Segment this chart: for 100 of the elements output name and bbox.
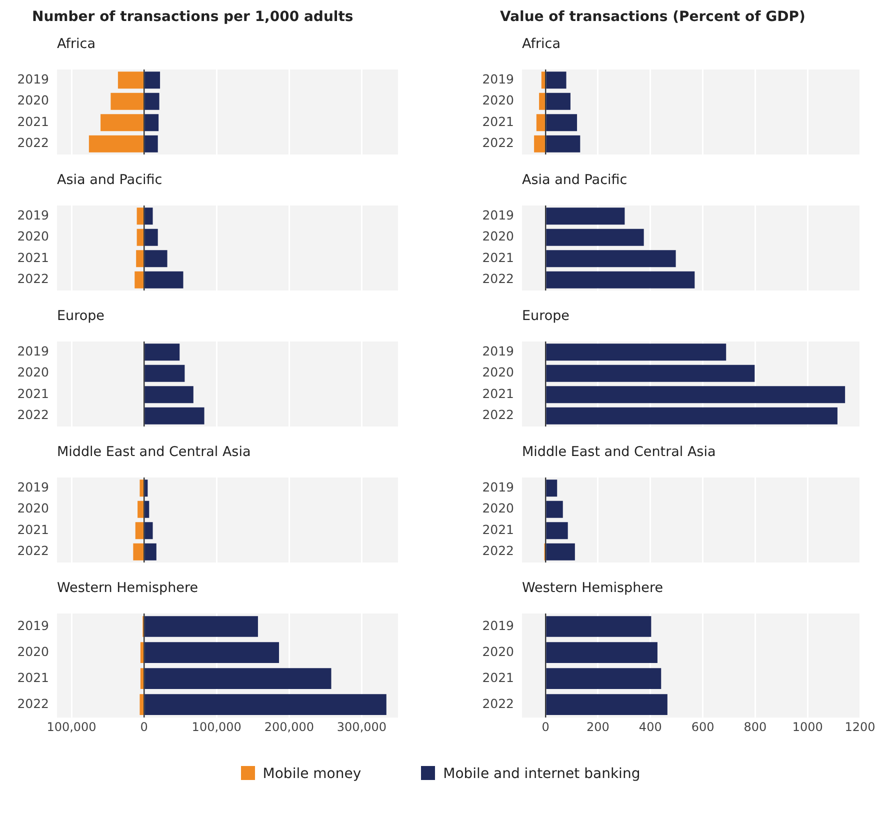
bar [144, 407, 204, 424]
y-tick-label: 2020 [17, 92, 50, 108]
bar [144, 344, 180, 361]
bar [546, 135, 580, 152]
y-tick-label: 2021 [482, 114, 514, 129]
bar [144, 500, 150, 518]
bar [546, 92, 570, 110]
bar [144, 543, 156, 560]
y-tick-label: 2021 [482, 250, 514, 265]
bar [546, 271, 695, 288]
bar [546, 522, 568, 540]
bar [144, 386, 194, 404]
bar [138, 500, 144, 518]
bar [546, 642, 658, 663]
y-tick-label: 2019 [482, 207, 514, 222]
x-tick-label: 200,000 [264, 720, 314, 734]
y-tick-label: 2020 [17, 364, 50, 380]
bar [144, 668, 332, 689]
y-tick-label: 2021 [17, 250, 49, 265]
bar [144, 616, 258, 637]
bar [546, 364, 755, 382]
x-tick-label: 1200 [844, 720, 876, 734]
chart-title: Middle East and Central Asia [56, 443, 252, 462]
y-tick-label: 2022 [482, 407, 514, 422]
chart-subtitle: Africa [521, 35, 562, 54]
y-tick-label: 2022 [482, 543, 514, 558]
bar [144, 271, 184, 288]
x-tick-label: 0 [140, 720, 148, 734]
bar [136, 228, 144, 246]
y-tick-label: 2020 [17, 500, 50, 516]
bar [536, 114, 545, 132]
bar [135, 522, 144, 540]
y-tick-label: 2020 [482, 228, 514, 244]
y-tick-label: 2019 [17, 618, 50, 633]
chart-title: Asia and Pacific [521, 171, 628, 190]
bar [546, 668, 662, 689]
bar [546, 344, 726, 361]
bar [546, 72, 566, 89]
bar [144, 72, 160, 89]
bar [144, 364, 185, 382]
y-tick-label: 2022 [17, 407, 49, 422]
x-tick-label: 300,000 [336, 720, 387, 734]
bar [140, 642, 144, 663]
bar [144, 642, 280, 663]
y-tick-label: 2022 [17, 271, 49, 286]
bar [140, 694, 144, 715]
bar [546, 208, 625, 225]
y-tick-label: 2020 [482, 500, 514, 516]
bar [546, 407, 838, 424]
bar [100, 114, 144, 132]
legend-label: Mobile and internet banking [442, 766, 640, 782]
bar [144, 114, 159, 132]
x-tick-label: 200 [586, 720, 610, 734]
bar [136, 208, 144, 225]
bar [144, 208, 153, 225]
bar [140, 480, 144, 497]
y-tick-label: 2020 [17, 644, 50, 659]
bar [144, 135, 158, 152]
bar [546, 386, 846, 404]
y-tick-label: 2020 [482, 92, 514, 108]
y-tick-label: 2020 [17, 228, 50, 244]
bar [546, 114, 578, 132]
chart-title: Western Hemisphere [56, 579, 200, 598]
bar [134, 271, 144, 288]
y-tick-label: 2021 [17, 114, 49, 129]
chart-title: Asia and Pacific [56, 171, 164, 190]
y-tick-label: 2019 [482, 618, 514, 633]
chart-title: Western Hemisphere [521, 579, 664, 598]
y-tick-label: 2022 [482, 135, 514, 150]
y-tick-label: 2021 [17, 670, 49, 685]
bar [546, 480, 558, 497]
bar [144, 250, 168, 268]
chart-title: Number of transactions per 1,000 adults [31, 8, 354, 27]
bar [133, 543, 144, 560]
y-tick-label: 2019 [482, 71, 514, 86]
x-tick-label: 1000 [792, 720, 823, 734]
x-tick-label: 400 [638, 720, 662, 734]
bar [110, 92, 144, 110]
bar [140, 668, 144, 689]
x-tick-label: 100,000 [46, 720, 96, 734]
x-tick-label: 0 [542, 720, 550, 734]
bar [144, 694, 386, 715]
chart-title: Europe [521, 307, 570, 326]
bar [546, 250, 676, 268]
x-tick-label: 600 [691, 720, 714, 734]
bar [144, 92, 160, 110]
y-tick-label: 2022 [17, 696, 49, 711]
bar [546, 694, 668, 715]
y-tick-label: 2019 [17, 479, 50, 494]
y-tick-label: 2022 [482, 696, 514, 711]
y-tick-label: 2020 [482, 364, 514, 380]
y-tick-label: 2022 [17, 543, 49, 558]
chart-title: Europe [56, 307, 106, 326]
bar [541, 72, 545, 89]
y-tick-label: 2020 [482, 644, 514, 659]
bar [118, 72, 144, 89]
x-tick-label: 800 [744, 720, 767, 734]
y-tick-label: 2021 [482, 522, 514, 537]
y-tick-label: 2019 [17, 71, 50, 86]
chart-title: Value of transactions (Percent of GDP) [499, 8, 806, 27]
